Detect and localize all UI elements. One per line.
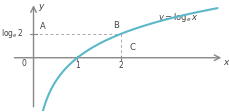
- Text: 1: 1: [75, 61, 80, 70]
- Text: A: A: [40, 22, 46, 31]
- Text: $\mathregular{log}_e\,2$: $\mathregular{log}_e\,2$: [1, 27, 24, 40]
- Text: x: x: [223, 58, 228, 67]
- Text: 2: 2: [119, 61, 123, 70]
- Text: C: C: [129, 43, 135, 52]
- Text: B: B: [113, 21, 119, 30]
- Text: 0: 0: [22, 59, 26, 68]
- Text: y: y: [38, 2, 43, 11]
- Text: $y = \mathregular{log}_e\,x$: $y = \mathregular{log}_e\,x$: [158, 11, 199, 24]
